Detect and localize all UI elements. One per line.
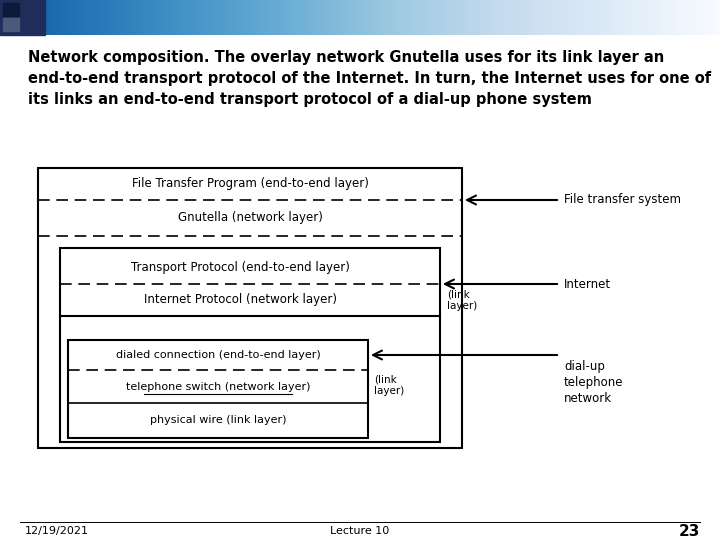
Text: telephone switch (network layer): telephone switch (network layer) [126, 382, 310, 392]
Bar [60, 248, 440, 442]
Text: Gnutella (network layer): Gnutella (network layer) [178, 212, 323, 225]
Bar [38, 168, 462, 448]
Text: 23: 23 [679, 523, 700, 538]
Bar [3, 3, 19, 16]
Text: dialed connection (end-to-end layer): dialed connection (end-to-end layer) [116, 350, 320, 360]
Text: Internet Protocol (network layer): Internet Protocol (network layer) [143, 294, 336, 307]
Bar [0, 0, 45, 35]
Text: File transfer system: File transfer system [564, 193, 681, 206]
Text: Internet: Internet [564, 278, 611, 291]
Text: Lecture 10: Lecture 10 [330, 526, 390, 536]
Text: File Transfer Program (end-to-end layer): File Transfer Program (end-to-end layer) [132, 177, 369, 190]
Text: Transport Protocol (end-to-end layer): Transport Protocol (end-to-end layer) [130, 260, 349, 273]
Text: 12/19/2021: 12/19/2021 [25, 526, 89, 536]
Text: dial-up
telephone
network: dial-up telephone network [564, 360, 624, 405]
Text: (link
layer): (link layer) [447, 289, 477, 311]
Bar [3, 18, 19, 31]
Bar [68, 340, 368, 438]
Text: (link
layer): (link layer) [374, 374, 404, 396]
Text: Network composition. The overlay network Gnutella uses for its link layer an
end: Network composition. The overlay network… [28, 50, 711, 107]
Text: physical wire (link layer): physical wire (link layer) [150, 415, 287, 425]
